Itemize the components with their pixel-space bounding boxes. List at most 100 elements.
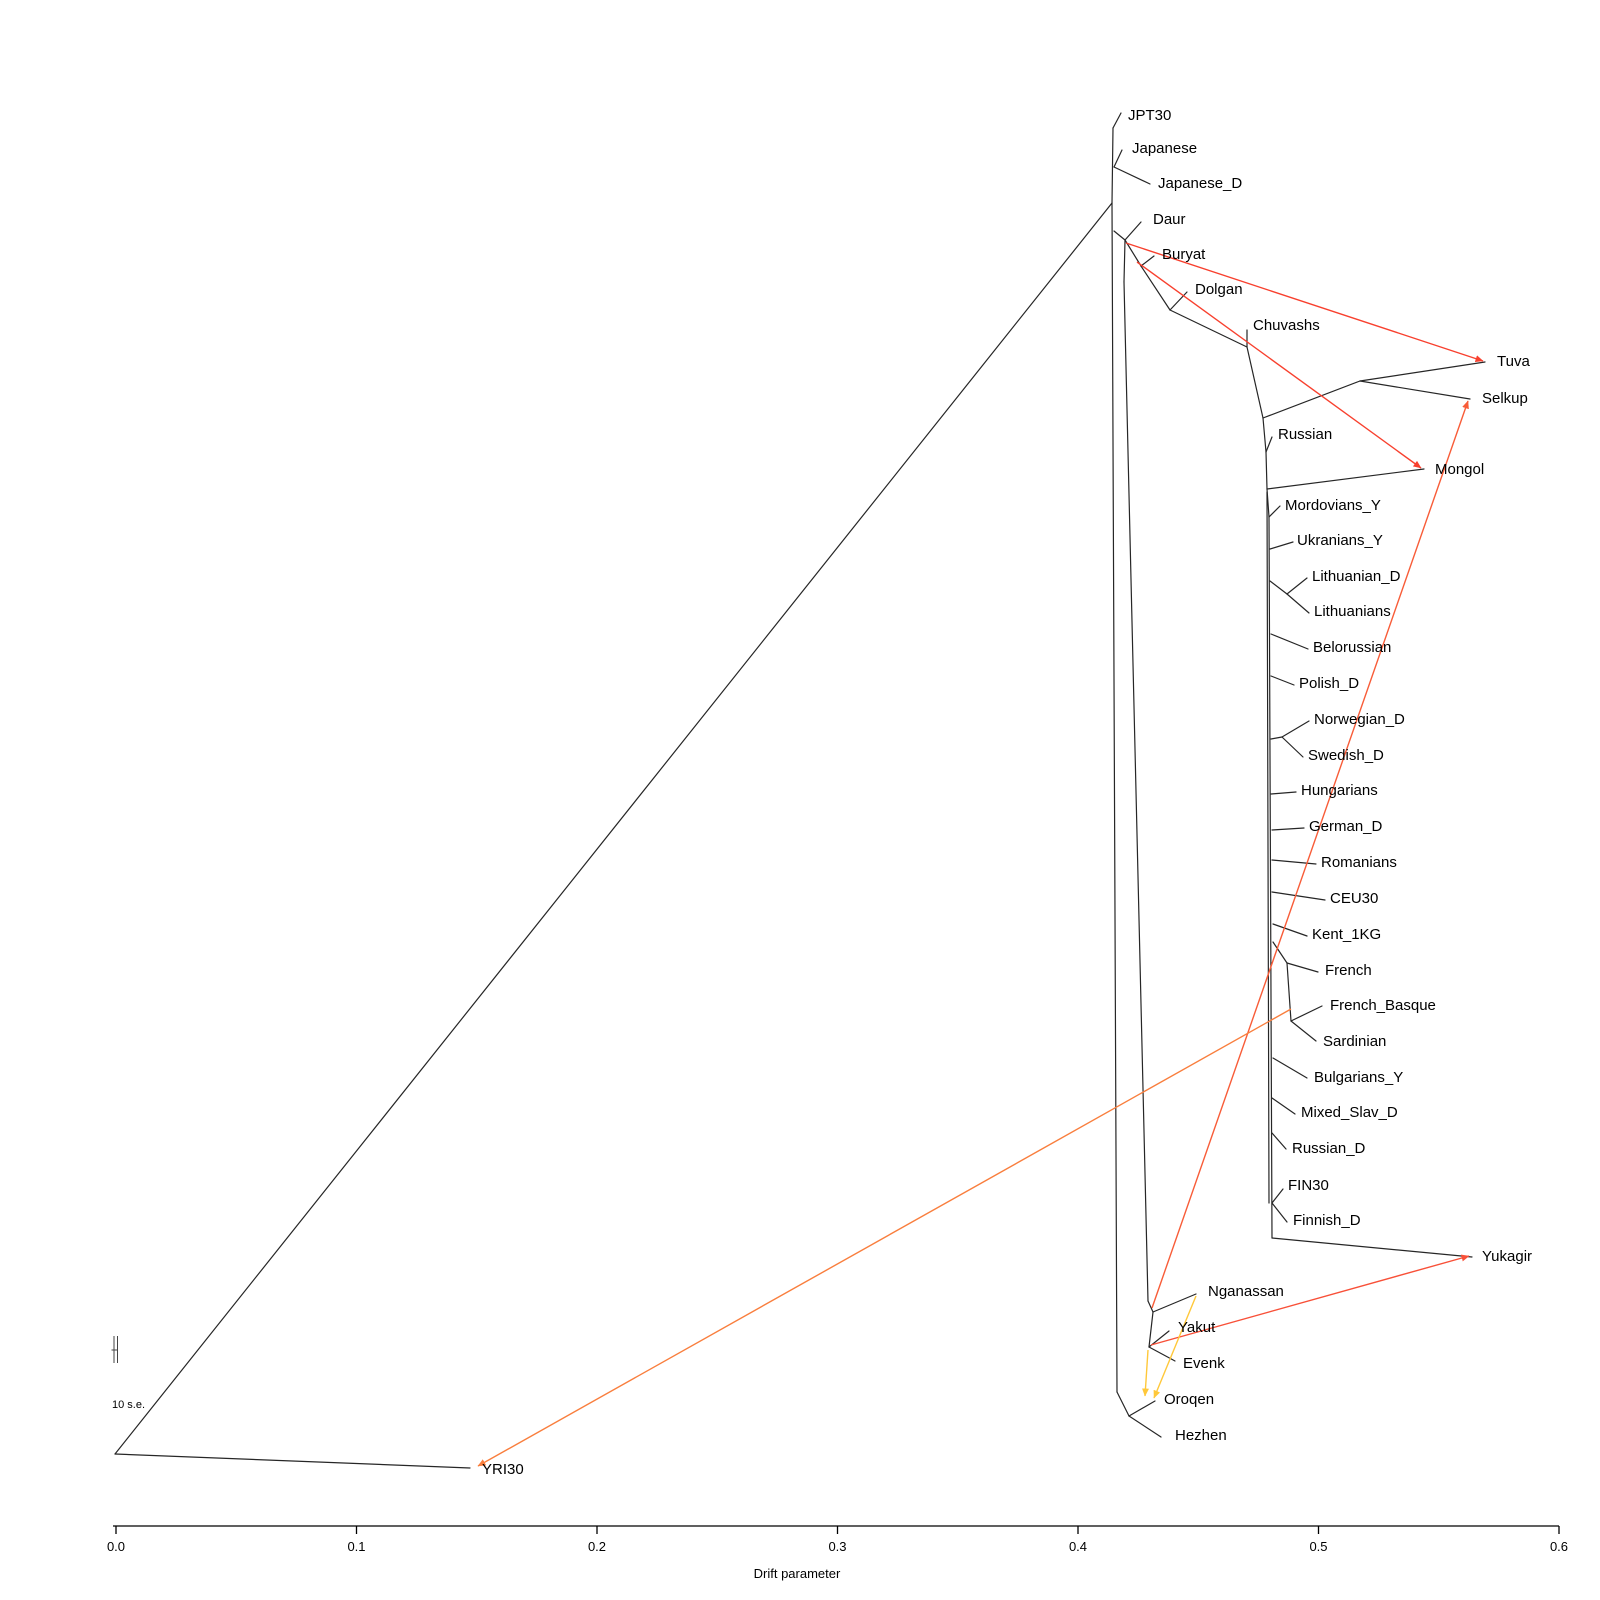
tree-branch bbox=[1265, 451, 1268, 490]
tip-label-Ukranians_Y: Ukranians_Y bbox=[1297, 532, 1383, 549]
tip-label-Chuvashs: Chuvashs bbox=[1253, 317, 1320, 334]
tree-branches-layer bbox=[114, 112, 1486, 1469]
tree-branch bbox=[1270, 736, 1283, 740]
tip-label-French: French bbox=[1325, 962, 1372, 979]
scale-bar-label: 10 s.e. bbox=[112, 1399, 145, 1411]
tree-branch bbox=[1140, 265, 1171, 311]
tree-branch bbox=[1271, 1097, 1296, 1115]
tip-label-Mongol: Mongol bbox=[1435, 461, 1484, 478]
x-axis-tick-label: 0.4 bbox=[1069, 1539, 1087, 1554]
tree-branch bbox=[1268, 505, 1281, 518]
tip-label-JPT30: JPT30 bbox=[1128, 107, 1171, 124]
tree-branch bbox=[1113, 149, 1123, 168]
migration-edge-to-Selkup bbox=[1151, 400, 1469, 1309]
tip-label-Swedish_D: Swedish_D bbox=[1308, 747, 1384, 764]
tip-label-Hezhen: Hezhen bbox=[1175, 1427, 1227, 1444]
x-axis-title: Drift parameter bbox=[754, 1566, 841, 1581]
x-axis-tick-label: 0.6 bbox=[1550, 1539, 1568, 1554]
tree-branch bbox=[1124, 221, 1142, 241]
tip-label-Yukagir: Yukagir bbox=[1482, 1248, 1532, 1265]
tip-label-FIN30: FIN30 bbox=[1288, 1177, 1329, 1194]
tree-branch bbox=[1286, 593, 1310, 614]
tip-label-Dolgan: Dolgan bbox=[1195, 281, 1243, 298]
tree-branch bbox=[1359, 380, 1471, 400]
tip-label-Nganassan: Nganassan bbox=[1208, 1283, 1284, 1300]
tip-label-Japanese: Japanese bbox=[1132, 140, 1197, 157]
tip-label-Buryat: Buryat bbox=[1162, 246, 1206, 263]
tree-branch bbox=[1116, 1391, 1130, 1417]
migration-edge-to-Mongol bbox=[1136, 261, 1422, 469]
tree-branch bbox=[1286, 962, 1292, 1022]
tree-branch bbox=[1359, 361, 1486, 382]
tree-branch bbox=[1112, 112, 1122, 129]
tip-label-Lithuanians: Lithuanians bbox=[1314, 603, 1391, 620]
tree-branch bbox=[1286, 577, 1308, 595]
x-axis-tick-label: 0.3 bbox=[828, 1539, 846, 1554]
tip-label-Norwegian_D: Norwegian_D bbox=[1314, 711, 1405, 728]
tree-branch bbox=[1271, 1202, 1288, 1223]
tree-branch bbox=[1147, 1300, 1154, 1313]
tree-branch bbox=[1271, 1188, 1284, 1204]
tree-branch bbox=[1128, 1415, 1162, 1438]
x-axis-tick-label: 0.0 bbox=[107, 1539, 125, 1554]
tree-branch bbox=[1270, 633, 1309, 650]
tree-branch bbox=[1272, 923, 1308, 937]
tip-label-YRI30: YRI30 bbox=[482, 1461, 524, 1478]
tip-label-German_D: German_D bbox=[1309, 818, 1383, 835]
tip-label-Russian_D: Russian_D bbox=[1292, 1140, 1366, 1157]
tip-label-Sardinian: Sardinian bbox=[1323, 1033, 1386, 1050]
migration-edge-to-Oroqen bbox=[1141, 1349, 1149, 1397]
tree-branch bbox=[114, 202, 1113, 1455]
tip-label-Lithuanian_D: Lithuanian_D bbox=[1312, 568, 1401, 585]
tip-label-Polish_D: Polish_D bbox=[1299, 675, 1359, 692]
migration-edge-to-Oroqen bbox=[1153, 1295, 1197, 1399]
tree-branch bbox=[1272, 941, 1288, 964]
migration-edge-to-Tuva bbox=[1125, 242, 1484, 362]
x-axis-tick-label: 0.1 bbox=[347, 1539, 365, 1554]
tree-branch bbox=[1271, 827, 1305, 831]
x-axis-tick-label: 0.2 bbox=[588, 1539, 606, 1554]
tree-branch bbox=[1123, 281, 1149, 1302]
tree-branch bbox=[1148, 1346, 1176, 1362]
tree-branch bbox=[1113, 230, 1126, 241]
tree-branch bbox=[1270, 791, 1297, 795]
tree-branch bbox=[1266, 491, 1270, 1204]
tip-label-Romanians: Romanians bbox=[1321, 854, 1397, 871]
tree-branch bbox=[1128, 1400, 1156, 1417]
tree-branch bbox=[1268, 516, 1273, 1239]
tip-label-Finnish_D: Finnish_D bbox=[1293, 1212, 1361, 1229]
tip-label-Yakut: Yakut bbox=[1178, 1319, 1216, 1336]
tip-label-Mordovians_Y: Mordovians_Y bbox=[1285, 497, 1381, 514]
tree-branch bbox=[1265, 436, 1273, 453]
tip-label-Evenk: Evenk bbox=[1183, 1355, 1225, 1372]
tree-branch bbox=[1169, 291, 1188, 311]
migration-edge-to-Yukagir bbox=[1150, 1254, 1470, 1346]
tree-branch bbox=[1111, 127, 1114, 204]
scale-bar-layer: 10 s.e. bbox=[111, 1336, 145, 1411]
tip-label-CEU30: CEU30 bbox=[1330, 890, 1378, 907]
tree-branch bbox=[1271, 859, 1317, 865]
tip-label-Russian: Russian bbox=[1278, 426, 1332, 443]
tree-branch bbox=[1246, 346, 1264, 419]
tip-label-Hungarians: Hungarians bbox=[1301, 782, 1378, 799]
tree-branch bbox=[1169, 309, 1248, 348]
tree-branch bbox=[1271, 1132, 1287, 1150]
tree-branch bbox=[1290, 1020, 1317, 1042]
migration-edge-to-YRI30 bbox=[477, 1008, 1292, 1467]
tip-label-Bulgarians_Y: Bulgarians_Y bbox=[1314, 1069, 1403, 1086]
tree-branch bbox=[1290, 1005, 1323, 1022]
x-axis-layer: 0.0 0.1 0.2 0.3 0.4 0.5 0.6 Drift parameter bbox=[107, 1525, 1568, 1581]
tip-label-Mixed_Slav_D: Mixed_Slav_D bbox=[1301, 1104, 1398, 1121]
tree-branch bbox=[1266, 468, 1425, 490]
tree-branch bbox=[1272, 1057, 1308, 1079]
tip-label-French_Basque: French_Basque bbox=[1330, 997, 1436, 1014]
tree-branch bbox=[114, 1453, 471, 1469]
tree-branch bbox=[1140, 255, 1155, 267]
tree-branch bbox=[1262, 380, 1361, 419]
tree-branch bbox=[1123, 239, 1126, 283]
tree-branch bbox=[1269, 580, 1288, 595]
tree-branch bbox=[1281, 736, 1304, 758]
tree-branch bbox=[1152, 1293, 1197, 1313]
